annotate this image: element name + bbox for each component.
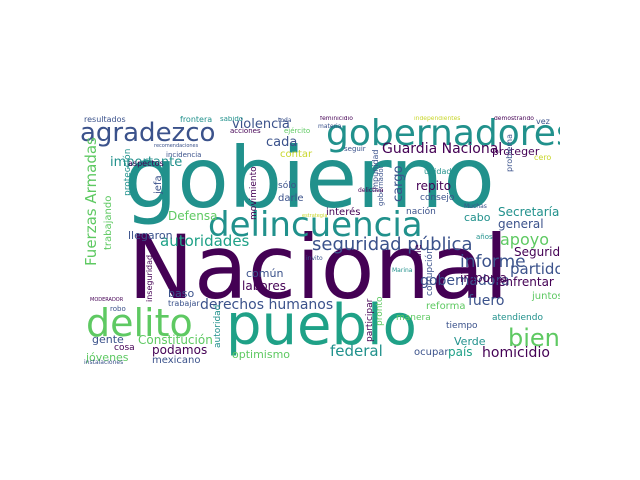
word-apoyo: apoyo bbox=[500, 230, 550, 249]
word-interes: interés bbox=[326, 207, 361, 218]
word-acciones: acciones bbox=[230, 127, 261, 135]
word-participar: participar bbox=[365, 298, 375, 342]
word-moderador: MODERADOR bbox=[90, 297, 124, 303]
word-gobernadora: gobernadora bbox=[420, 273, 510, 289]
word-jefa: jefa bbox=[153, 175, 164, 194]
word-seguridad: Seguridad bbox=[514, 245, 560, 259]
word-verde: Verde bbox=[454, 335, 486, 348]
word-gobernador: gobernador bbox=[377, 165, 385, 206]
word-gobierno: gobierno bbox=[124, 129, 495, 227]
word-proteger: proteger bbox=[492, 145, 540, 158]
word-enfrentar: enfrentar bbox=[498, 275, 554, 289]
word-materia: materia bbox=[318, 123, 342, 130]
word-reforma: reforma bbox=[426, 301, 466, 312]
word-aspectos: aspectos bbox=[128, 159, 164, 168]
word-delincuencia: delincuencia bbox=[208, 205, 423, 245]
word-cargo: cargo bbox=[391, 165, 406, 202]
word-informe: informe bbox=[460, 252, 526, 272]
word-inseguridad: inseguridad bbox=[145, 254, 154, 302]
word-nadie: nadie bbox=[413, 244, 424, 272]
word-autoridades: autoridades bbox=[160, 232, 250, 250]
word-pronto: pronto bbox=[375, 296, 385, 326]
word-llegaron: llegaron bbox=[128, 229, 173, 242]
word-repito: repito bbox=[416, 179, 452, 193]
word-darle: darle bbox=[278, 193, 304, 204]
word-delictiva: delictiva bbox=[358, 187, 384, 194]
word-atendiendo: atendiendo bbox=[492, 313, 543, 323]
word-delito: delito bbox=[86, 301, 193, 345]
word-general: general bbox=[498, 217, 544, 231]
word-instalaciones: instalaciones bbox=[84, 359, 124, 366]
word-baso: baso bbox=[168, 287, 195, 300]
word-sabido: sabido bbox=[220, 116, 244, 123]
word-frontera: frontera bbox=[180, 116, 213, 124]
word-feminicidio: feminicidio bbox=[320, 116, 353, 122]
word-ocupar: ocupar bbox=[414, 347, 449, 358]
word-independientes: independientes bbox=[414, 116, 461, 122]
word-bien: bien bbox=[508, 324, 560, 352]
word-seguridad-publica: seguridad pública bbox=[312, 234, 473, 255]
word-mexicano: mexicano bbox=[152, 355, 201, 366]
word-nacional: Nacional bbox=[128, 216, 509, 319]
word-violencia: violencia bbox=[232, 117, 290, 132]
word-cabo: cabo bbox=[464, 211, 491, 224]
word-nacion: nación bbox=[406, 207, 436, 217]
word-incidencia: incidencia bbox=[166, 151, 202, 159]
word-fuerzas-armadas: Fuerzas Armadas bbox=[82, 137, 100, 266]
word-guardia-nacional: Guardia Nacional bbox=[382, 141, 503, 157]
word-importa: importa bbox=[460, 271, 507, 285]
word-federal: federal bbox=[330, 342, 383, 360]
word-comun: común bbox=[246, 267, 284, 280]
word-homicidio: homicidio bbox=[482, 345, 550, 361]
word-movimiento: movimiento bbox=[249, 166, 259, 220]
word-podamos: podamos bbox=[152, 343, 208, 357]
word-anos: años bbox=[476, 233, 493, 241]
word-fuero: fuero bbox=[468, 293, 505, 309]
word-pais: país bbox=[448, 345, 473, 359]
word-invito: invito bbox=[306, 255, 323, 262]
word-toda: toda bbox=[278, 117, 292, 124]
word-cosa: cosa bbox=[114, 343, 135, 353]
word-proteccion: protección bbox=[123, 148, 133, 196]
word-gobernadores: gobernadores bbox=[326, 116, 560, 154]
word-ejercito: ejército bbox=[284, 127, 311, 135]
word-juntos: juntos bbox=[532, 291, 560, 302]
word-problema: problema bbox=[505, 133, 514, 172]
word-trabajar: trabajar bbox=[168, 299, 200, 308]
word-muchas: Muchas bbox=[464, 203, 487, 210]
word-constitucion: Constitución bbox=[138, 333, 213, 347]
word-importante: importante bbox=[110, 155, 183, 170]
word-demostrando: demostrando bbox=[494, 116, 534, 122]
word-optimismo: optimismo bbox=[232, 348, 291, 361]
word-unidad: unidad bbox=[424, 167, 452, 176]
word-cada: cada bbox=[266, 135, 298, 150]
word-contar: contar bbox=[280, 149, 313, 160]
word-recomendaciones: recomendaciones bbox=[154, 143, 199, 149]
word-defensa: Defensa bbox=[168, 209, 218, 223]
word-gente: gente bbox=[92, 333, 124, 346]
word-estrategia: estrategia bbox=[302, 213, 328, 219]
word-trabajando: trabajando bbox=[103, 195, 114, 250]
word-vez: vez bbox=[536, 117, 550, 126]
word-secretaria: Secretaría bbox=[498, 205, 560, 219]
word-cloud: gobierno Nacional pueblo delincuencia go… bbox=[80, 116, 560, 366]
word-seguir: seguir bbox=[344, 145, 366, 153]
word-agradezco: agradezco bbox=[80, 118, 216, 148]
word-robo: robo bbox=[110, 305, 126, 313]
word-solo: sólo bbox=[278, 181, 297, 191]
word-cero: cero bbox=[534, 153, 552, 162]
word-manera: manera bbox=[396, 313, 431, 323]
word-autoridad: autoridad bbox=[213, 304, 223, 348]
word-derechos-humanos: derechos humanos bbox=[200, 297, 334, 313]
word-resultados: resultados bbox=[84, 116, 126, 124]
word-consejo: consejo bbox=[420, 193, 455, 203]
word-pueblo: pueblo bbox=[226, 293, 417, 358]
word-labores: labores bbox=[242, 279, 286, 293]
word-tiempo: tiempo bbox=[446, 321, 478, 331]
word-corrupcion: corrupción bbox=[425, 248, 435, 296]
word-partido: partido bbox=[510, 260, 560, 278]
word-marina: Marina bbox=[392, 267, 413, 274]
word-jovenes: jóvenes bbox=[86, 351, 129, 364]
